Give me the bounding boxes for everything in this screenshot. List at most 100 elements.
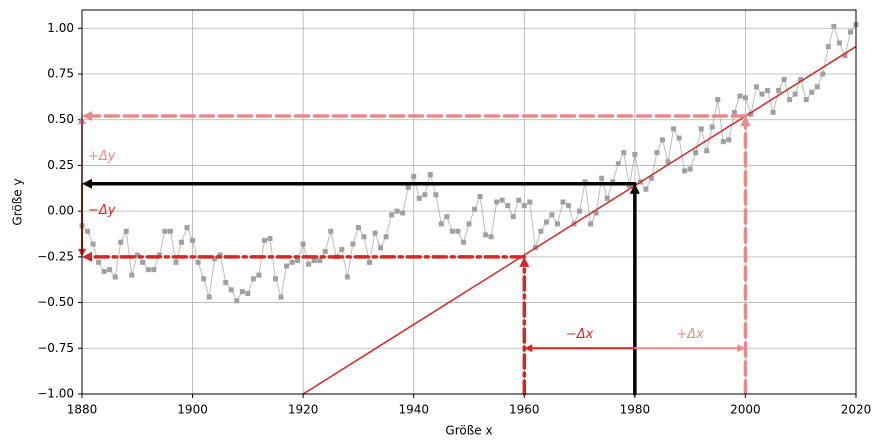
data-point [842,53,848,59]
data-point [549,212,555,218]
data-point [527,199,533,205]
data-point [577,208,583,214]
data-point [201,276,207,282]
data-point [355,225,361,231]
data-point [300,241,306,247]
data-point [245,290,251,296]
data-point [322,248,328,254]
data-point [477,194,483,200]
data-point [455,228,461,234]
data-point [488,234,494,240]
data-point [632,151,638,157]
data-point [682,168,688,174]
data-point [698,126,704,132]
data-point [499,197,505,203]
data-point [460,239,466,245]
data-point [494,199,500,205]
data-point [372,230,378,236]
x-tick-label: 1880 [67,403,98,417]
data-point [626,183,632,189]
data-point [538,228,544,234]
data-point [643,186,649,192]
data-point [809,89,815,95]
data-point [289,259,295,265]
data-point [212,256,218,262]
data-point [167,228,173,234]
x-tick-label: 1960 [509,403,540,417]
y-tick-label: −1.00 [37,387,74,401]
data-point [416,195,422,201]
data-point [505,203,511,209]
data-point [328,228,334,234]
data-point [615,161,621,167]
data-point [433,192,439,198]
data-point [427,172,433,178]
arrow-head [82,111,92,122]
data-point [665,159,671,165]
data-point [543,219,549,225]
x-axis-label: Größe x [445,424,492,438]
x-tick-label: 2000 [730,403,761,417]
data-point [206,294,212,300]
data-point [112,274,118,280]
data-point [361,234,367,240]
data-point [610,179,616,185]
data-point [770,109,776,115]
data-point [720,139,726,145]
data-point [217,252,223,258]
arrow-label: −Δy [88,203,116,218]
data-point [173,259,179,265]
data-point [317,258,323,264]
data-point [96,259,102,265]
data-point [184,225,190,231]
data-point [687,166,693,172]
data-point [151,267,157,273]
data-point [389,212,395,218]
arrow-head [519,256,530,267]
data-point [737,93,743,99]
data-point [792,91,798,97]
y-tick-label: 0.50 [47,112,74,126]
y-axis-label: Größe y [11,178,25,225]
data-point [134,252,140,258]
y-tick-label: −0.25 [37,249,74,263]
data-point [781,76,787,82]
data-point [344,274,350,280]
data-point [438,221,444,227]
data-point [394,208,400,214]
data-point [726,137,732,143]
y-tick-label: 0.00 [47,204,74,218]
data-point [621,150,627,156]
data-point [273,276,278,282]
data-point [378,245,384,251]
x-tick-label: 1980 [620,403,651,417]
data-point [234,298,240,304]
y-tick-label: −0.50 [37,295,74,309]
x-tick-label: 1900 [177,403,208,417]
data-point [90,241,96,247]
data-point [228,287,234,293]
data-point [444,214,450,220]
arrow-label: −Δx [566,327,594,342]
data-point [654,150,660,156]
data-point [190,237,196,243]
data-point [787,97,793,103]
arrow-head [629,183,640,194]
data-point [250,276,256,282]
data-point [140,259,146,265]
data-point [748,111,754,117]
data-point [383,234,389,240]
data-point [566,203,572,209]
arrow-head [737,344,746,353]
y-tick-label: 0.25 [47,158,74,172]
data-point [776,87,782,93]
data-point [660,137,665,143]
data-point [306,261,312,267]
data-point [825,44,831,50]
arrow-head [740,116,751,127]
data-point [107,267,113,273]
data-point [676,135,682,141]
data-point [742,95,748,101]
data-point [803,97,809,103]
